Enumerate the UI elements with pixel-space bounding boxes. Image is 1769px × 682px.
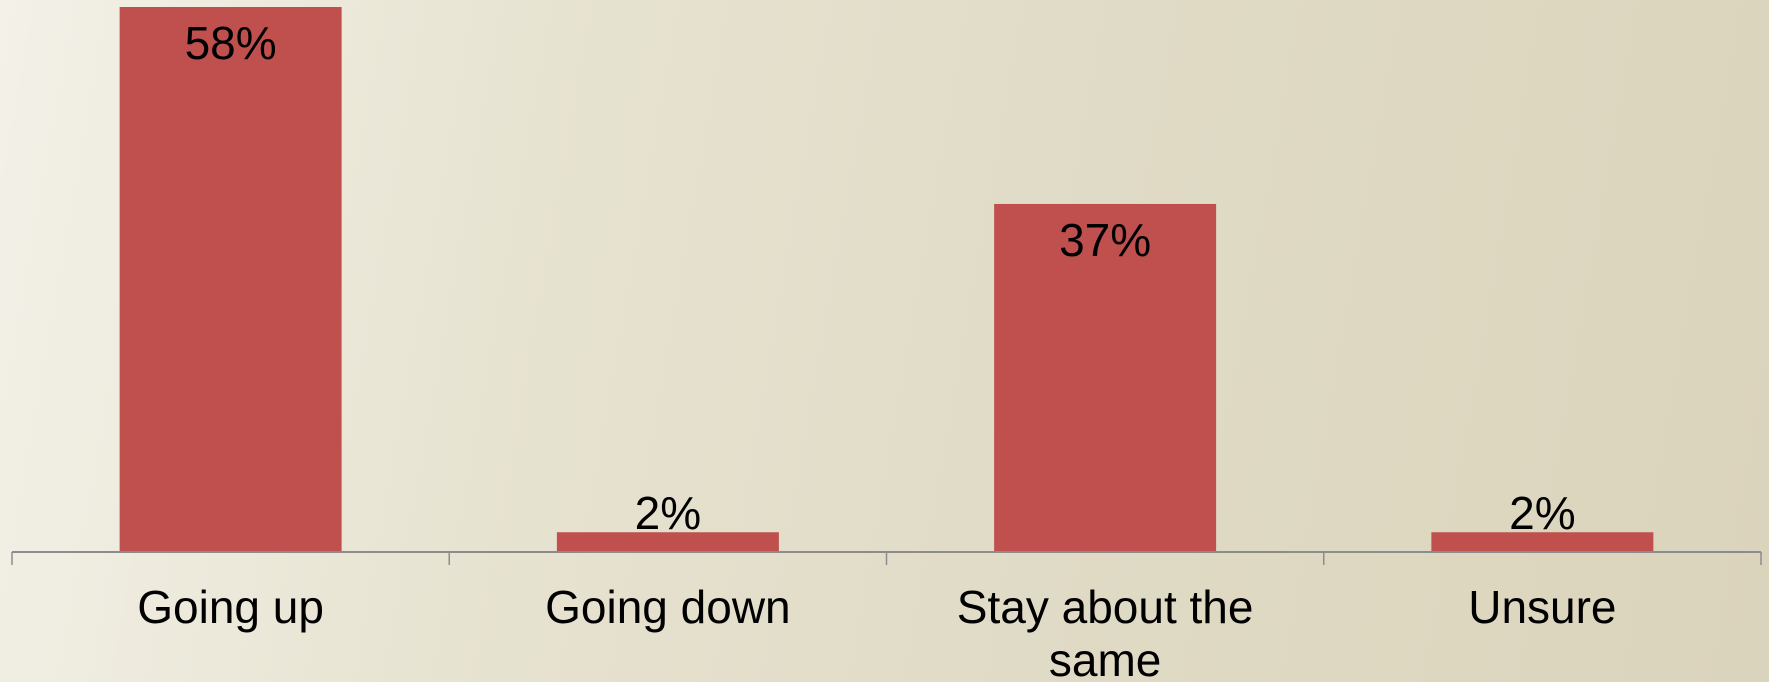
value-label-2: 37% bbox=[1059, 214, 1151, 266]
category-label-1: Going down bbox=[545, 581, 791, 633]
bar-0 bbox=[119, 7, 342, 551]
x-axis bbox=[11, 551, 1762, 565]
category-label-3: Unsure bbox=[1468, 581, 1616, 633]
value-label-0: 58% bbox=[185, 17, 277, 69]
bars-group bbox=[119, 7, 1654, 551]
bar-3 bbox=[1431, 532, 1654, 551]
value-labels-group: 58% 2% 37% 2% bbox=[185, 17, 1576, 539]
bar-1 bbox=[556, 532, 779, 551]
value-label-1: 2% bbox=[635, 487, 701, 539]
category-labels-group: Going up Going down Stay about the same Unsu… bbox=[137, 581, 1616, 682]
category-label-2: Stay about the same bbox=[957, 581, 1254, 682]
category-label-0: Going up bbox=[137, 581, 324, 633]
value-label-3: 2% bbox=[1509, 487, 1575, 539]
bar-2 bbox=[994, 203, 1217, 551]
